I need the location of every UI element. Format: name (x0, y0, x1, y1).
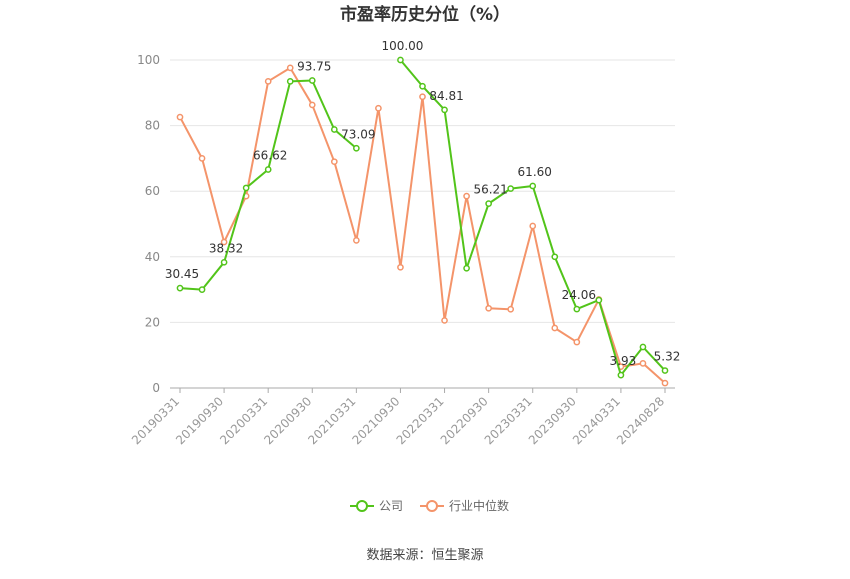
series-layer (176, 56, 669, 387)
chart-title: 市盈率历史分位（%） (340, 4, 510, 25)
legend-swatch-marker (426, 500, 438, 512)
data-point (485, 200, 492, 207)
data-point (639, 360, 647, 367)
data-point (463, 264, 470, 272)
y-tick-label: 0 (152, 381, 160, 395)
data-label: 5.32 (654, 350, 681, 364)
grid (170, 59, 675, 323)
y-tick-label: 20 (145, 315, 160, 329)
data-point (573, 305, 581, 313)
data-label: 30.45 (165, 267, 199, 281)
data-label: 100.00 (381, 39, 423, 53)
data-point (397, 56, 404, 64)
y-tick-label: 40 (145, 250, 160, 264)
data-label: 84.81 (429, 89, 463, 103)
data-label: 24.06 (562, 288, 596, 302)
series-1 (176, 64, 669, 387)
data-label: 3.93 (610, 354, 637, 368)
data-point (264, 166, 272, 173)
data-point (463, 192, 470, 200)
data-label: 61.60 (518, 165, 552, 179)
legend-item-0[interactable]: 公司 (350, 499, 403, 513)
data-point (441, 317, 448, 324)
legend-label: 行业中位数 (449, 498, 509, 513)
data-point (529, 182, 537, 190)
data-point (573, 338, 581, 346)
y-tick-label: 100 (137, 53, 160, 67)
data-point (419, 93, 426, 101)
data-label: 73.09 (341, 127, 375, 141)
data-point (242, 184, 250, 192)
series-line (179, 66, 666, 384)
data-point (485, 304, 492, 312)
data-point (419, 82, 426, 90)
data-point (551, 253, 559, 261)
data-point (286, 64, 294, 72)
data-label: 66.62 (253, 148, 287, 162)
data-point (176, 284, 184, 292)
x-tick-label: 20240828 (614, 394, 667, 447)
data-point (507, 305, 515, 313)
data-point (441, 106, 448, 114)
legend-item-1[interactable]: 行业中位数 (420, 498, 509, 513)
y-tick-label: 60 (145, 184, 160, 198)
series-line (179, 59, 666, 377)
data-point (617, 371, 625, 379)
data-point (286, 77, 294, 85)
data-point (220, 258, 228, 266)
data-point (529, 222, 537, 230)
data-label: 38.32 (209, 241, 243, 255)
data-point (353, 144, 360, 152)
data-point (661, 379, 669, 387)
data-labels: 30.45 38.32 66.62 93.75 73.09 100.00 84.81 56.2… (165, 39, 681, 368)
legend-label: 公司 (379, 499, 403, 513)
data-point (330, 126, 338, 133)
data-point (595, 296, 603, 304)
data-point (375, 104, 382, 112)
data-point (330, 158, 338, 166)
data-point (639, 343, 647, 351)
data-point (220, 238, 228, 246)
data-point (551, 324, 559, 332)
data-point (661, 367, 669, 374)
data-point (176, 113, 184, 121)
data-point (507, 185, 515, 192)
data-point (308, 77, 316, 84)
data-point (308, 101, 316, 109)
series-0 (176, 56, 669, 379)
data-point (264, 77, 272, 85)
data-label: 56.21 (473, 183, 507, 197)
data-label: 93.75 (297, 60, 331, 74)
legend-swatch-marker (356, 500, 368, 512)
y-tick-label: 80 (145, 119, 160, 133)
data-point (198, 286, 206, 293)
legend[interactable]: 公司 行业中位数 (350, 498, 509, 513)
data-point (397, 263, 404, 271)
data-point (198, 155, 206, 162)
source-note: 数据来源：恒生聚源 (366, 548, 483, 563)
data-point (353, 237, 360, 244)
